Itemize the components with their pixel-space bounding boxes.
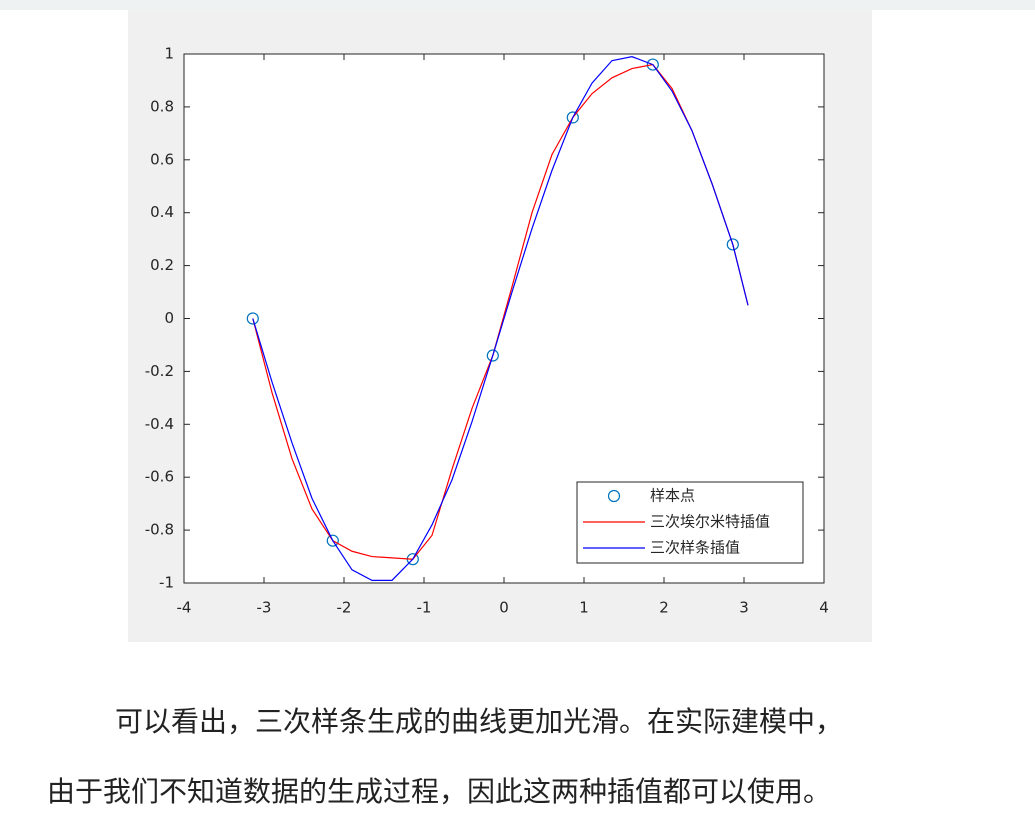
- x-tick-label: -2: [337, 599, 352, 617]
- legend-swatch: [607, 489, 621, 503]
- paragraph-line: 由于我们不知道数据的生成过程，因此这两种插值都可以使用。: [47, 775, 832, 808]
- y-tick-label: 1: [164, 45, 174, 63]
- y-tick-label: -0.8: [145, 521, 174, 539]
- x-tick-label: 4: [819, 599, 829, 617]
- y-tick-label: -0.4: [145, 415, 174, 433]
- x-tick-label: -4: [177, 599, 192, 617]
- y-tick-label: 0.6: [150, 150, 174, 168]
- legend-label: 三次埃尔米特插值: [650, 513, 770, 531]
- x-tick-label: -3: [257, 599, 272, 617]
- axes-box: [183, 53, 825, 584]
- paragraph-line: 可以看出，三次样条生成的曲线更加光滑。在实际建模中，: [115, 705, 844, 738]
- sample-point: [326, 534, 339, 547]
- x-tick-label: 0: [499, 599, 509, 617]
- legend-label: 样本点: [650, 487, 695, 505]
- top-band: [0, 0, 1035, 10]
- x-tick-label: -1: [417, 599, 432, 617]
- y-tick-label: 0: [164, 309, 174, 327]
- sample-point: [246, 312, 259, 325]
- y-tick-label: 0.8: [150, 97, 174, 115]
- line-series: [252, 63, 749, 560]
- y-tick-label: -0.2: [145, 362, 174, 380]
- line-series: [252, 56, 749, 581]
- y-tick-label: 0.2: [150, 256, 174, 274]
- x-tick-label: 3: [739, 599, 749, 617]
- y-tick-label: -1: [159, 574, 174, 592]
- sample-point: [486, 349, 499, 362]
- x-tick-label: 1: [579, 599, 589, 617]
- y-tick-label: -0.6: [145, 468, 174, 486]
- legend-label: 三次样条插值: [650, 539, 740, 557]
- chart: -4 -3 -2 -1 0 1 2 3 4 -1 -0.8 -0.6 -0.4 -0.2 0 0.2 0.4 0.…: [128, 10, 872, 642]
- y-tick-label: 0.4: [150, 203, 174, 221]
- sample-point: [566, 111, 579, 124]
- sample-point: [726, 238, 739, 251]
- sample-point: [646, 58, 659, 71]
- x-tick-label: 2: [659, 599, 669, 617]
